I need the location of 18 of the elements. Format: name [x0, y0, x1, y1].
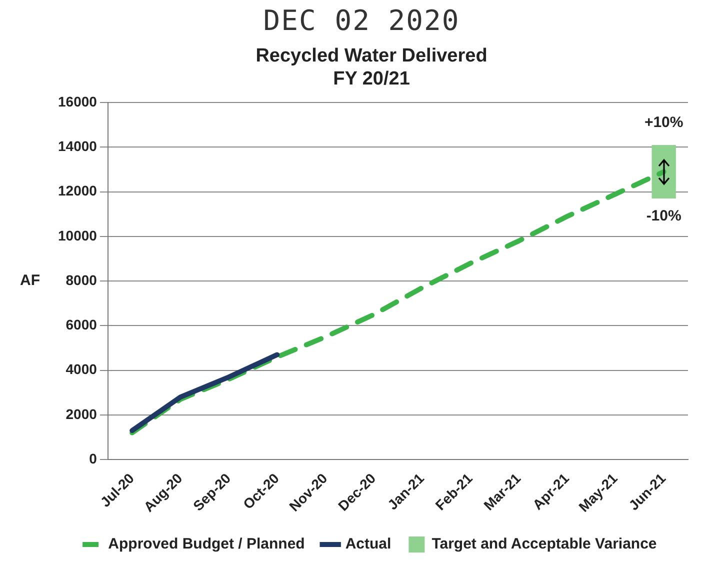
text: DEC 02 2020: [262, 4, 461, 37]
legend-label: Approved Budget / Planned: [108, 536, 305, 553]
y-tick-label: 10000: [58, 227, 98, 244]
y-tick-label: 2000: [66, 406, 98, 422]
y-tick-label: 6000: [66, 316, 98, 333]
text: FY 20/21: [333, 68, 410, 90]
y-tick-label: 0: [89, 450, 98, 466]
y-tick-label: 12000: [58, 182, 98, 199]
y-tick-label: 8000: [66, 272, 98, 288]
y-axis-title: AF: [20, 272, 40, 290]
legend-label: Actual: [345, 536, 392, 553]
legend-label: Target and Acceptable Variance: [432, 536, 657, 553]
y-tick-label: 4000: [66, 361, 98, 378]
y-tick-label: 16000: [58, 93, 98, 110]
annotation: -10%: [646, 208, 682, 225]
y-tick-label: 14000: [58, 138, 98, 154]
annotation: +10%: [644, 114, 684, 132]
text: Recycled Water Delivered: [256, 46, 488, 67]
